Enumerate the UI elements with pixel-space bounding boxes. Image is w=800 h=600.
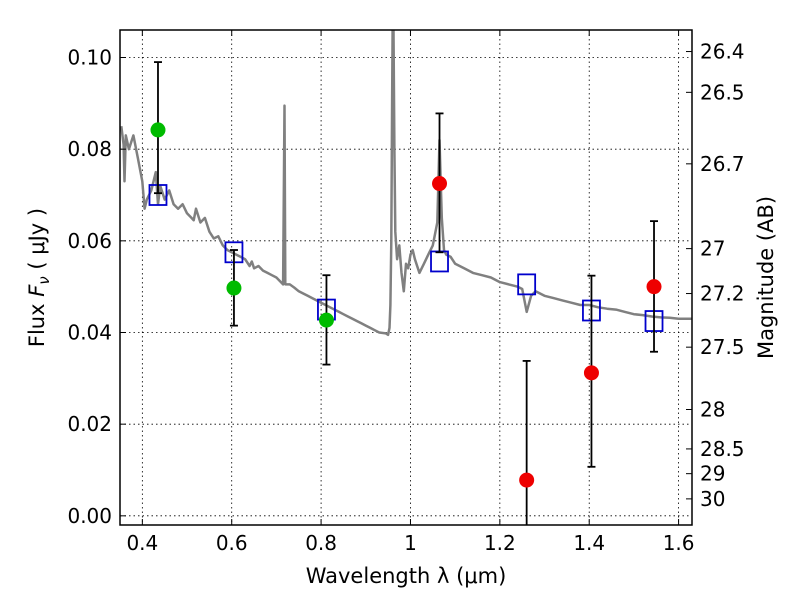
grid-lines [120, 30, 692, 525]
x-axis-label: Wavelength λ (μm) [306, 564, 507, 588]
axes-frame [119, 29, 693, 526]
y-axis-label-subscript: ν [35, 276, 53, 284]
y-tick-label: 0.00 [67, 504, 112, 528]
y-axis-label-prefix: Flux [25, 297, 49, 347]
x-tick-label: 1 [404, 531, 417, 555]
mag-tick-label: 27.2 [700, 282, 745, 306]
x-tick-label: 0.4 [126, 531, 158, 555]
x-tick-label: 0.6 [216, 531, 248, 555]
model-spectrum-line [120, 30, 692, 337]
observed-point [646, 279, 662, 295]
mag-tick-label: 28.5 [700, 437, 745, 461]
observed-point [226, 280, 242, 296]
observed-point [519, 472, 535, 488]
y-tick-label: 0.02 [67, 412, 112, 436]
observed-point [432, 176, 448, 192]
observed-point [150, 122, 166, 138]
mag-tick-label: 30 [700, 487, 725, 511]
y-tick-label: 0.06 [67, 229, 112, 253]
y-axis-label-unit: ( μJy ) [25, 208, 49, 276]
y-axis-label-symbol: F [25, 284, 49, 297]
plot-area [120, 30, 692, 525]
magnitude-axis-label: Magnitude (AB) [754, 196, 778, 359]
x-tick-label: 1.2 [484, 531, 516, 555]
observed-point [318, 312, 334, 328]
mag-tick-label: 27.5 [700, 335, 745, 359]
mag-tick-label: 27 [700, 237, 725, 261]
x-tick-label: 1.4 [573, 531, 605, 555]
mag-tick-label: 29 [700, 462, 725, 486]
mag-tick-label: 26.7 [700, 152, 745, 176]
x-tick-label: 0.8 [305, 531, 337, 555]
y-tick-label: 0.04 [67, 321, 112, 345]
mag-tick-label: 26.5 [700, 80, 745, 104]
observed-point [583, 365, 599, 381]
y-tick-label: 0.08 [67, 137, 112, 161]
mag-tick-label: 26.4 [700, 40, 745, 64]
y-axis-label: Flux Fν ( μJy ) [25, 208, 53, 347]
mag-tick-label: 28 [700, 398, 725, 422]
x-tick-label: 1.6 [663, 531, 695, 555]
axis-ticks: 0.4 0.6 0.8 1 1.2 1.4 1.6 0.00 0.02 0.04 0.06 0.08 0… [67, 30, 745, 555]
y-tick-label: 0.10 [67, 46, 112, 70]
model-photometry-square [517, 273, 537, 296]
